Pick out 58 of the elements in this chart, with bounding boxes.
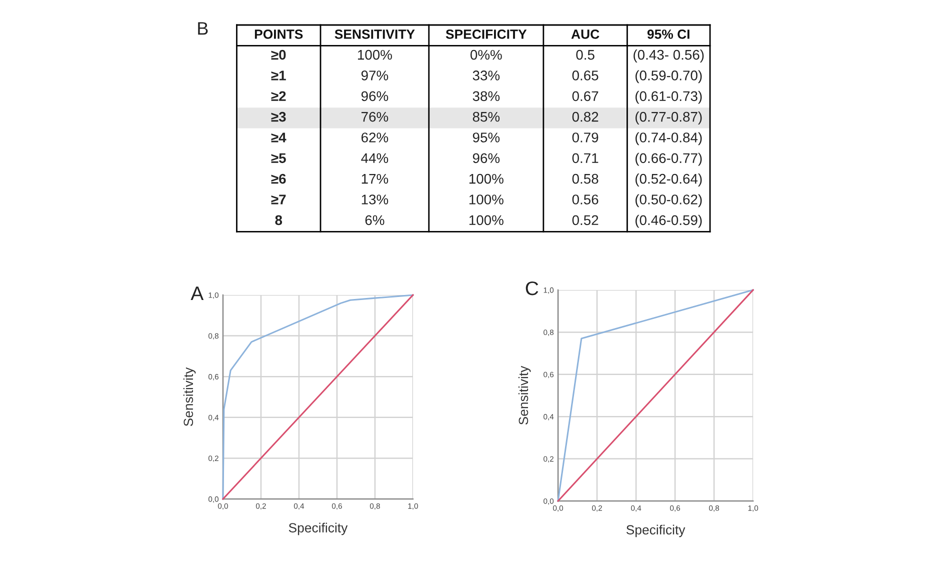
category-label: POINTS: [254, 30, 303, 39]
y-axis-title: Sensitivity: [183, 367, 196, 426]
text: (0.46-0.59): [636, 214, 702, 228]
text: 17%: [362, 174, 388, 184]
text: ≥4: [271, 132, 286, 142]
text: 76%: [362, 112, 388, 122]
text: 0.71: [572, 153, 598, 164]
text: 0.65: [572, 70, 598, 80]
category-label: SENSITIVITY: [334, 30, 415, 39]
text: 6%: [365, 215, 384, 226]
text: 100%: [358, 50, 392, 60]
text: 0.56: [572, 194, 598, 204]
y-axis-title: Sensitivity: [518, 366, 531, 425]
text: 0%%: [470, 50, 502, 60]
text: 96%: [361, 91, 388, 102]
text: (0.43- 0.56): [634, 50, 704, 62]
text: ≥2: [271, 91, 286, 101]
text: (0.74-0.84): [636, 132, 702, 146]
text: 8: [275, 215, 282, 226]
category-label: 95% CI: [647, 30, 690, 39]
text: (0.66-0.77): [636, 152, 702, 166]
text: 0.52: [572, 215, 598, 226]
text: (0.59-0.70): [636, 70, 702, 84]
text: 0.5: [576, 50, 594, 60]
text: 0.79: [572, 132, 598, 142]
text: 85%: [472, 112, 500, 122]
text: (0.77-0.87): [636, 112, 702, 124]
text: 95%: [472, 132, 500, 142]
x-axis-title: Specificity: [626, 524, 686, 538]
category-label: AUC: [571, 30, 600, 39]
text: ≥3: [271, 112, 286, 122]
text: ≥1: [271, 70, 286, 80]
text: (0.50-0.62): [636, 194, 702, 208]
text: B: [198, 22, 208, 35]
text: 97%: [361, 70, 388, 80]
text: ≥7: [271, 194, 286, 204]
text: ≥0: [271, 50, 286, 60]
text: 38%: [472, 91, 500, 102]
text: (0.52-0.64): [636, 174, 702, 186]
text: (0.61-0.73): [636, 90, 702, 104]
text: 33%: [472, 70, 500, 80]
text: 0.67: [572, 91, 598, 102]
chart-title: A: [190, 286, 204, 300]
text: 100%: [469, 194, 504, 204]
text: 13%: [362, 194, 388, 204]
chart-title: C: [526, 281, 538, 296]
text: 100%: [469, 215, 504, 226]
category-label: SPECIFICITY: [446, 30, 527, 39]
text: 100%: [469, 174, 504, 184]
text: 0.58: [572, 174, 598, 184]
text: ≥5: [271, 153, 286, 164]
line-series: [222, 294, 414, 500]
text: 44%: [361, 153, 388, 164]
text: 62%: [362, 132, 388, 142]
text: ≥6: [271, 174, 286, 184]
text: 96%: [472, 153, 500, 164]
x-axis-title: Specificity: [288, 522, 348, 536]
text: 0.82: [572, 112, 598, 122]
